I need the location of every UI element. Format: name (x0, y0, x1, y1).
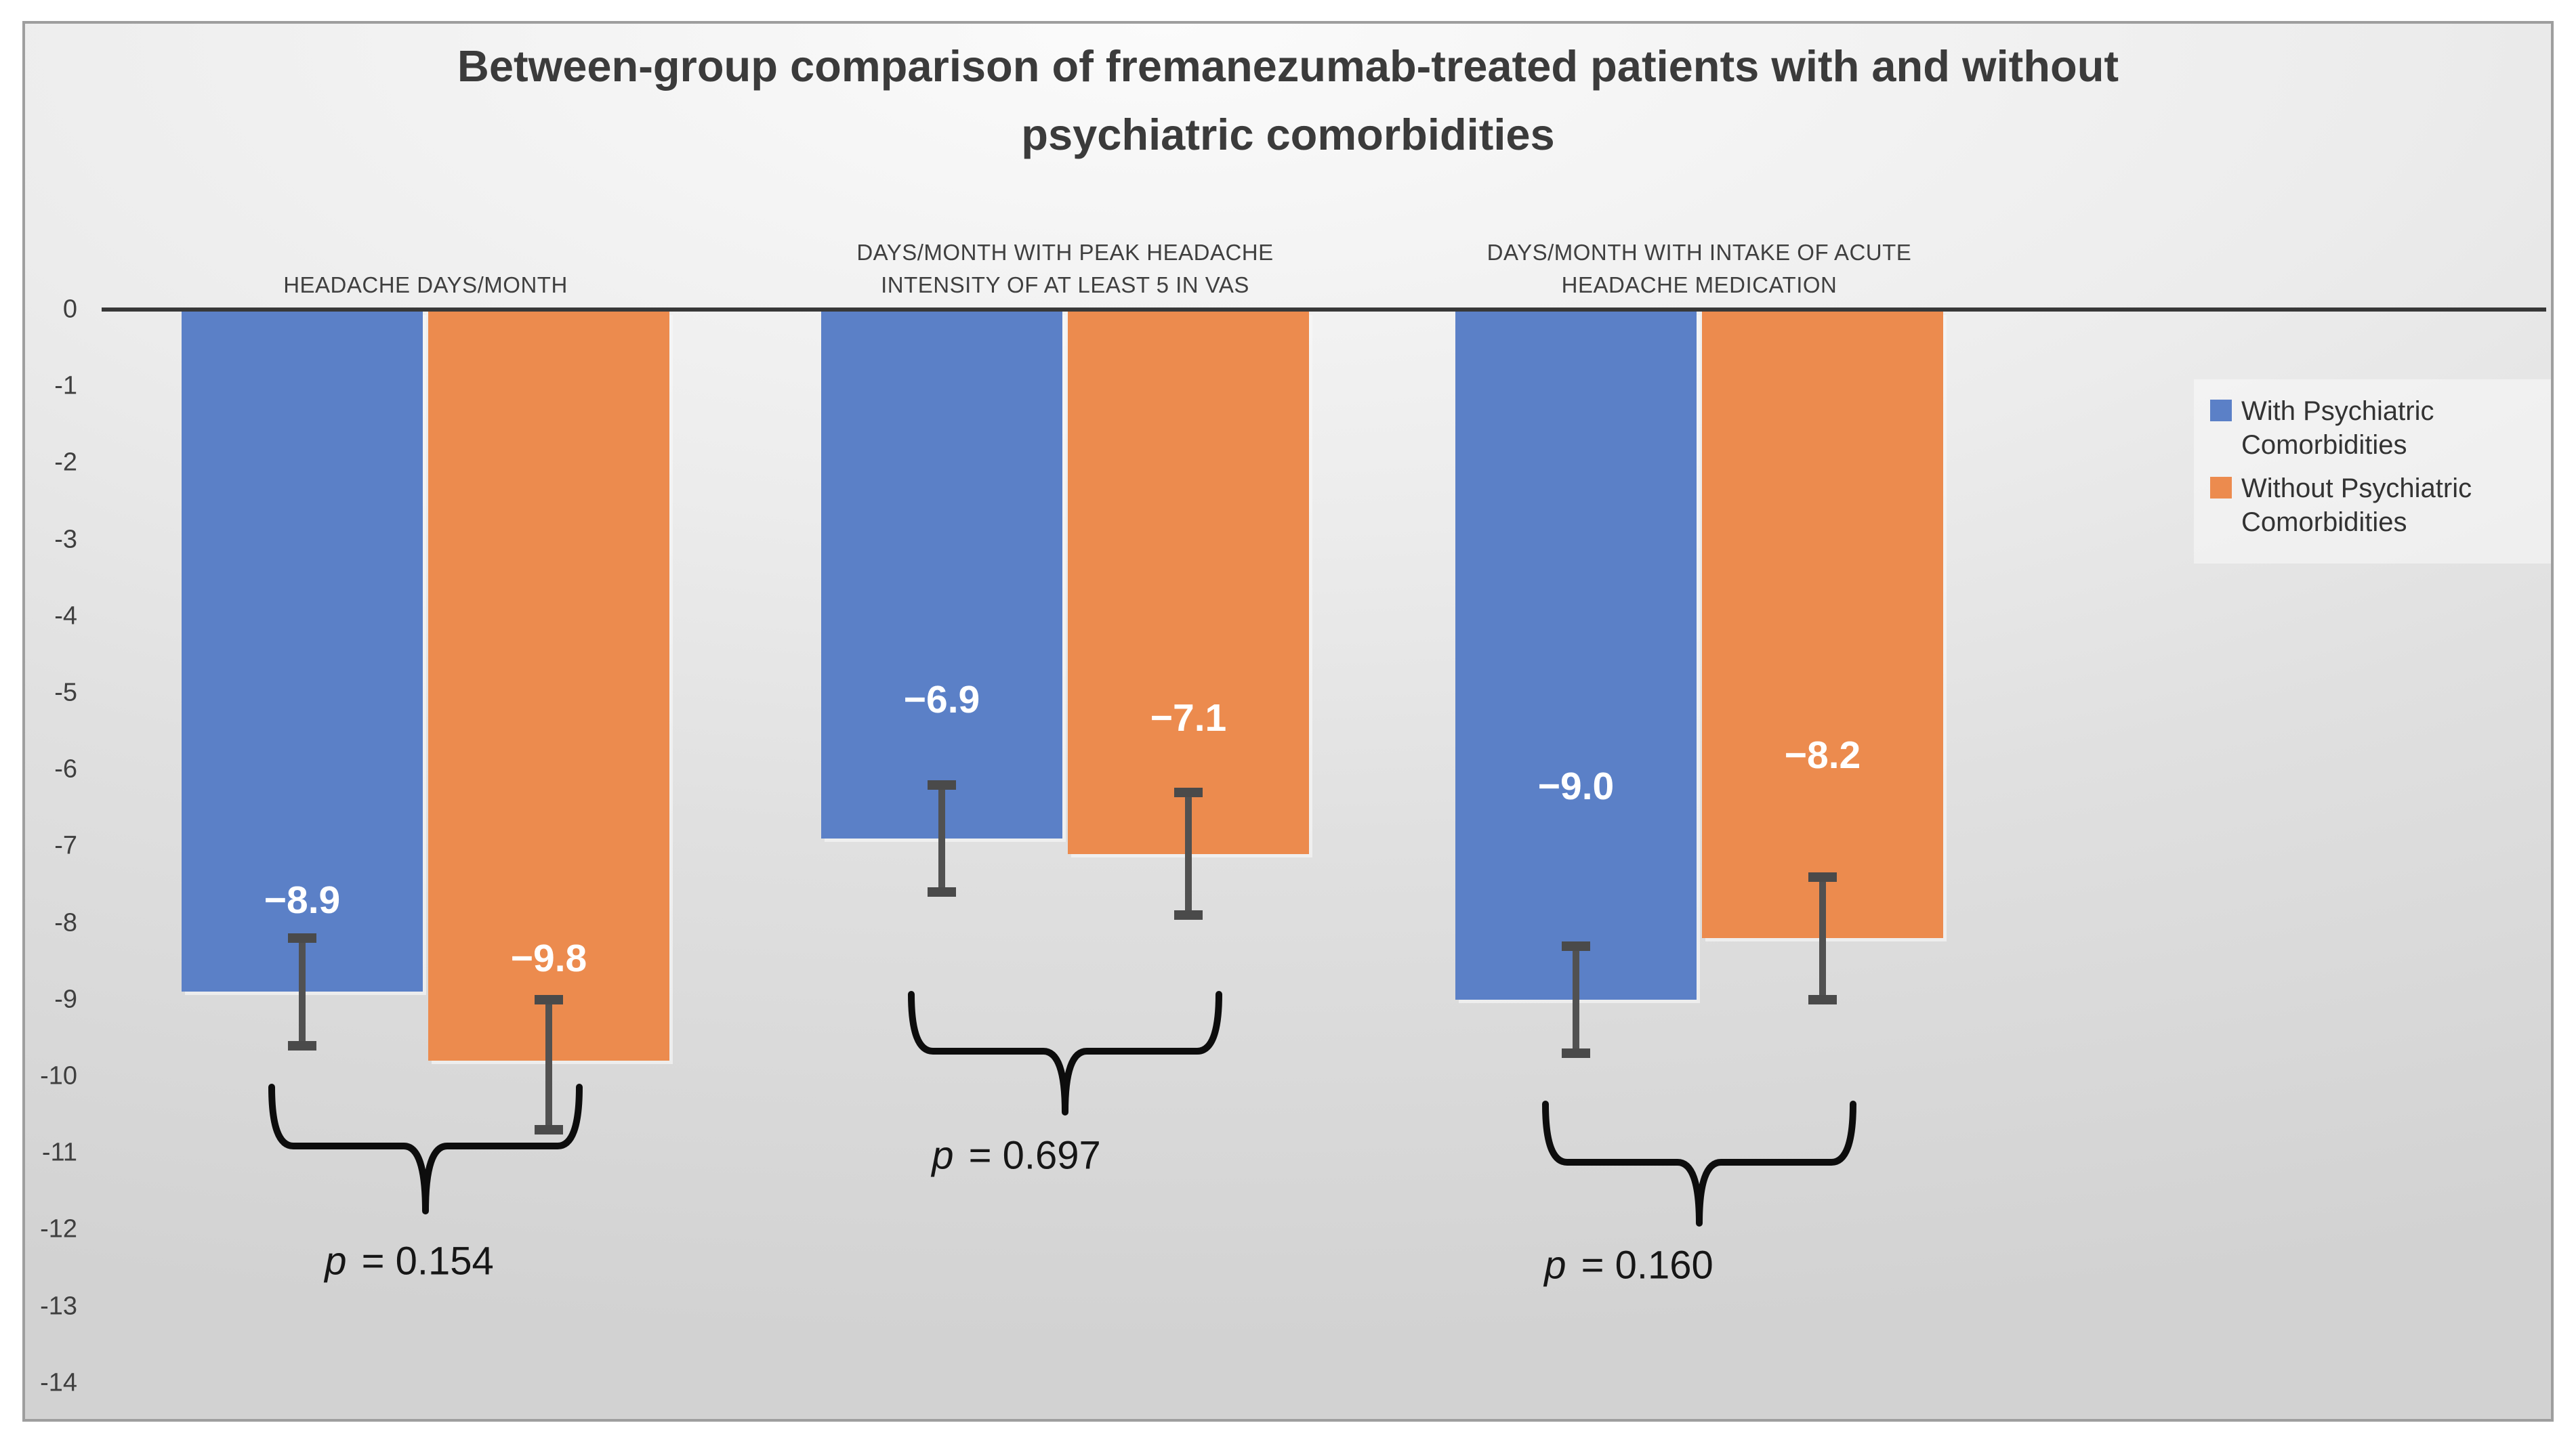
error-bar-cap-top (928, 780, 956, 790)
error-bar-cap-top (1174, 788, 1203, 798)
y-tick-label: -9 (54, 985, 77, 1014)
error-bar-line (545, 999, 552, 1130)
p-value-text: = 0.160 (1570, 1243, 1713, 1288)
error-bar-line (938, 784, 945, 893)
error-bar-cap-top (1808, 872, 1837, 882)
y-tick-label: -5 (54, 678, 77, 707)
bar-value-label: −7.1 (1150, 696, 1227, 740)
error-bar-cap-bottom (1174, 910, 1203, 920)
y-tick-label: -1 (54, 371, 77, 400)
chart-title: Between-group comparison of fremanezumab… (180, 33, 2396, 169)
bar-value-label: −8.2 (1784, 734, 1861, 777)
bar-value-label: −9.8 (510, 937, 587, 980)
y-tick-label: -12 (40, 1214, 77, 1244)
comparison-brace (268, 1084, 583, 1214)
legend-label: With Psychiatric Comorbidities (2241, 396, 2434, 460)
category-label: DAYS/MONTH WITH INTAKE OF ACUTE HEADACHE… (1487, 240, 1912, 298)
p-value-label: p = 0.697 (932, 1133, 1101, 1179)
zero-axis-line (102, 308, 2546, 312)
error-bar-cap-bottom (535, 1125, 563, 1135)
bar-without-psychiatric-comorbidities (428, 312, 669, 1061)
comparison-brace (908, 991, 1222, 1116)
comparison-brace (1542, 1101, 1856, 1227)
y-tick-label: -6 (54, 755, 77, 784)
chart-plot-area: Between-group comparison of fremanezumab… (25, 24, 2551, 1419)
y-tick-label: -7 (54, 831, 77, 860)
error-bar-cap-bottom (288, 1040, 316, 1051)
legend-swatch-blue (2210, 400, 2232, 421)
chart-title-line2: psychiatric comorbidities (1021, 109, 1555, 159)
error-bar-cap-bottom (1808, 994, 1837, 1004)
error-bar-line (299, 938, 306, 1046)
legend: With Psychiatric Comorbidities Without P… (2194, 379, 2551, 564)
bar-without-psychiatric-comorbidities (1068, 312, 1309, 854)
p-symbol: p (325, 1239, 347, 1284)
p-value-text: = 0.697 (957, 1133, 1101, 1178)
y-tick-label: -2 (54, 448, 77, 477)
y-tick-label: -11 (41, 1138, 77, 1167)
error-bar-line (1185, 792, 1192, 916)
legend-label: Without Psychiatric Comorbidities (2241, 473, 2472, 537)
p-symbol: p (932, 1133, 954, 1178)
y-tick-label: -4 (54, 601, 77, 631)
bar-with-psychiatric-comorbidities (1455, 312, 1697, 1000)
bar-value-label: −9.0 (1537, 765, 1615, 808)
error-bar-cap-top (1562, 941, 1590, 951)
y-tick-label: -10 (40, 1061, 77, 1090)
legend-item-without-comorbidities: Without Psychiatric Comorbidities (2210, 471, 2551, 539)
p-value-text: = 0.154 (350, 1239, 494, 1284)
bar-value-label: −8.9 (264, 878, 341, 922)
error-bar-cap-top (535, 994, 563, 1004)
y-tick-label: 0 (62, 295, 77, 324)
y-tick-label: -8 (54, 908, 77, 937)
legend-item-with-comorbidities: With Psychiatric Comorbidities (2210, 394, 2551, 462)
y-tick-label: -3 (54, 525, 77, 554)
bar-with-psychiatric-comorbidities (182, 312, 423, 992)
bar-value-label: −6.9 (903, 678, 980, 721)
legend-swatch-orange (2210, 477, 2232, 499)
p-symbol: p (1544, 1243, 1566, 1288)
category-label: HEADACHE DAYS/MONTH (283, 272, 568, 298)
error-bar-cap-bottom (928, 887, 956, 897)
p-value-label: p = 0.160 (1544, 1243, 1713, 1288)
y-tick-label: -13 (40, 1292, 77, 1321)
chart-title-line1: Between-group comparison of fremanezumab… (457, 41, 2119, 91)
category-label: DAYS/MONTH WITH PEAK HEADACHE INTENSITY … (856, 240, 1274, 298)
bar-with-psychiatric-comorbidities (821, 312, 1062, 839)
p-value-label: p = 0.154 (325, 1239, 494, 1284)
figure-frame: Between-group comparison of fremanezumab… (22, 21, 2554, 1422)
error-bar-cap-top (288, 933, 316, 943)
error-bar-cap-bottom (1562, 1048, 1590, 1059)
error-bar-line (1573, 946, 1579, 1054)
error-bar-line (1819, 876, 1826, 1000)
y-tick-label: -14 (40, 1368, 77, 1397)
bar-without-psychiatric-comorbidities (1702, 312, 1943, 939)
